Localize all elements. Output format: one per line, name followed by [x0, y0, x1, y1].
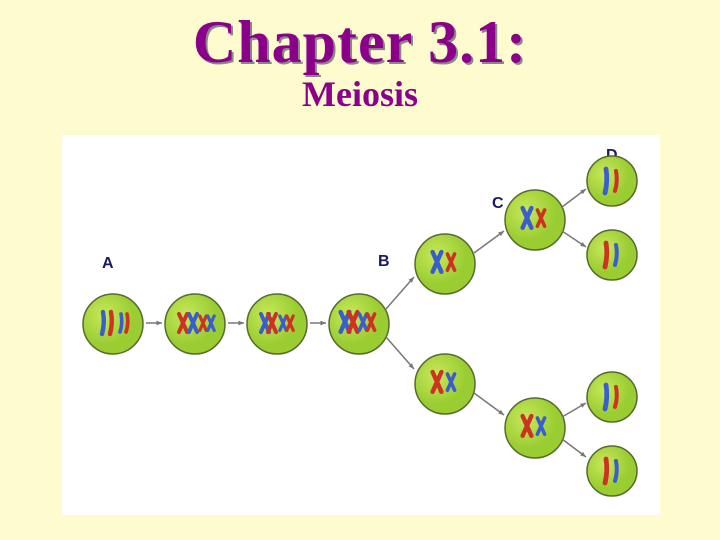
meiosis-diagram: ABCD — [62, 135, 660, 515]
page-title: Chapter 3.1: — [0, 0, 720, 77]
stage-label-C: C — [492, 195, 504, 213]
cell-c9 — [586, 155, 638, 207]
stage-label-A: A — [102, 255, 114, 273]
cell-c2 — [164, 293, 226, 355]
cell-c7 — [504, 189, 566, 251]
cell-c3 — [246, 293, 308, 355]
cell-c10 — [586, 229, 638, 281]
cell-c1 — [82, 293, 144, 355]
cell-c12 — [586, 445, 638, 497]
cell-c6 — [414, 353, 476, 415]
cell-c11 — [586, 371, 638, 423]
cell-c5 — [414, 233, 476, 295]
cell-c4 — [328, 293, 390, 355]
stage-label-B: B — [378, 253, 390, 271]
cell-c8 — [504, 397, 566, 459]
page-subtitle: Meiosis — [0, 73, 720, 115]
